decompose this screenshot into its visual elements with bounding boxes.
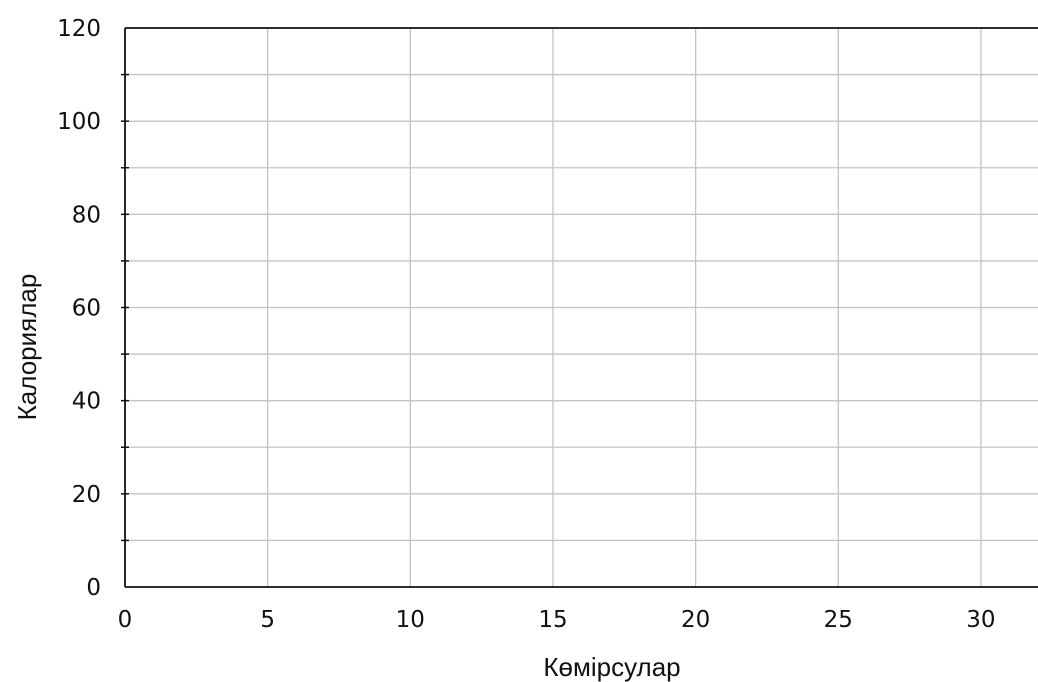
y-tick-label-0: 0 [86,575,101,601]
x-tick-label-0: 0 [118,607,133,633]
y-tick-labels: 0 20 40 60 80 100 120 [57,16,101,601]
y-tick-label-100: 100 [57,109,101,135]
y-tick-label-60: 60 [72,296,101,322]
x-tick-label-5: 5 [260,607,275,633]
y-tick-label-80: 80 [72,202,101,228]
x-tick-label-15: 15 [538,607,567,633]
y-axis-title: Калориялар [12,274,42,421]
x-tick-label-25: 25 [824,607,853,633]
y-tick-label-40: 40 [72,389,101,415]
y-tick-marks [121,73,129,542]
y-tick-label-120: 120 [57,16,101,42]
x-tick-label-10: 10 [396,607,425,633]
x-tick-label-30: 30 [966,607,995,633]
x-tick-label-20: 20 [681,607,710,633]
y-tick-label-20: 20 [72,482,101,508]
x-axis-title: Көмірсулар [543,652,680,682]
x-tick-labels: 0 5 10 15 20 25 30 [118,607,996,633]
grid-horizontal-lines [125,73,1038,542]
